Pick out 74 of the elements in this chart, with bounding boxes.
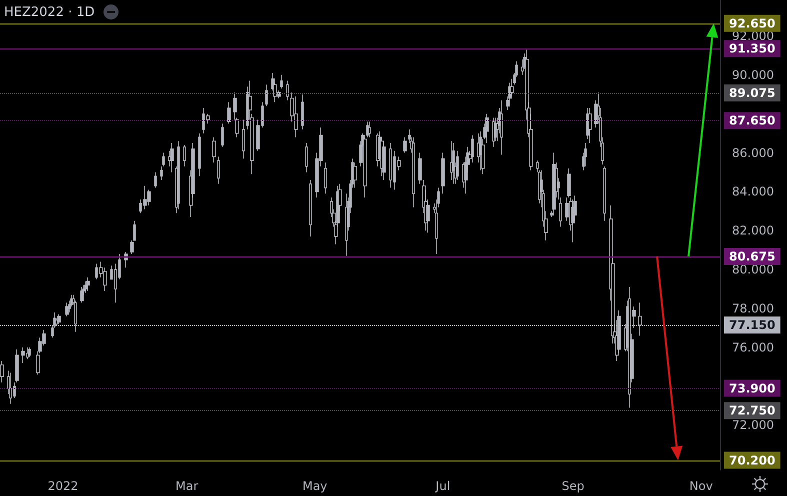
candlestick (221, 123, 224, 148)
chart-title: HEZ2022 · 1D (4, 4, 95, 20)
y-tick-label: 84.000 (732, 184, 774, 199)
candlestick (86, 276, 90, 292)
x-tick-label: Nov (689, 479, 713, 493)
candlestick (280, 74, 283, 89)
candlestick (500, 100, 503, 156)
x-tick-label: May (302, 479, 328, 493)
candlestick (603, 166, 606, 222)
candlestick (345, 193, 348, 256)
x-tick-label: Jul (434, 479, 450, 493)
ref-line-label: 73.900 (729, 381, 776, 396)
candlestick (217, 156, 220, 184)
candlestick (15, 348, 19, 383)
candlestick (294, 96, 298, 138)
candlestick (160, 166, 163, 180)
y-tick-label: 82.000 (732, 224, 774, 238)
y-tick-label: 92.000 (732, 29, 774, 44)
y-tick-label: 76.000 (732, 340, 774, 354)
ref-line-label: 92.650 (729, 16, 776, 30)
candlestick (265, 84, 268, 106)
candlestick (0, 360, 4, 383)
ref-line-label: 80.675 (729, 250, 776, 264)
candlestick (198, 132, 201, 177)
y-tick-label: 90.000 (732, 68, 774, 82)
candlestick (212, 136, 216, 163)
y-tick-label: 86.000 (732, 146, 774, 160)
candlestick (147, 189, 151, 206)
candlestick (305, 142, 308, 173)
x-tick-label: Mar (176, 479, 198, 493)
candlestick (382, 140, 386, 180)
candlestick (452, 142, 455, 184)
candlestick (177, 140, 180, 210)
candlestick (588, 108, 592, 144)
candlestick (65, 302, 69, 317)
candlestick (552, 152, 556, 214)
candlestick (441, 152, 445, 194)
candlestick (183, 144, 186, 167)
candlestick (584, 142, 587, 167)
candlestick (227, 102, 231, 124)
candlestick (485, 113, 489, 144)
ref-line-label: 89.075 (729, 86, 776, 100)
ref-line-label: 77.150 (729, 318, 776, 332)
ref-line-label: 91.350 (729, 42, 776, 56)
candlestick (154, 172, 157, 188)
y-tick-label: 72.000 (732, 418, 774, 432)
ref-line-label: 87.650 (729, 114, 776, 128)
candlestick (450, 140, 453, 180)
candlestick (412, 136, 415, 208)
candlestick (9, 372, 12, 404)
ref-line-label: 72.750 (729, 404, 776, 418)
candlestick (21, 346, 25, 364)
candlestick (492, 117, 495, 148)
candlestick (324, 162, 327, 194)
candlestick (389, 142, 392, 188)
y-tick-label: 78.000 (732, 301, 774, 316)
candlestick (143, 185, 147, 210)
candlestick (363, 136, 367, 198)
x-tick-label: Sep (562, 479, 584, 493)
candlestick (242, 119, 245, 160)
candlestick (28, 346, 31, 358)
candlestick (286, 80, 289, 101)
x-tick-label: 2022 (48, 479, 78, 493)
candlestick (403, 136, 407, 154)
y-tick-label: 80.000 (732, 262, 774, 277)
ref-line-label: 70.200 (729, 453, 776, 468)
candlestick (471, 134, 474, 163)
candlestick (170, 142, 174, 173)
candlestick (80, 286, 84, 304)
candlestick (309, 180, 312, 237)
candlestick (301, 94, 304, 130)
candlestick (162, 152, 165, 167)
candlestick (368, 121, 371, 138)
candlestick (353, 162, 357, 188)
